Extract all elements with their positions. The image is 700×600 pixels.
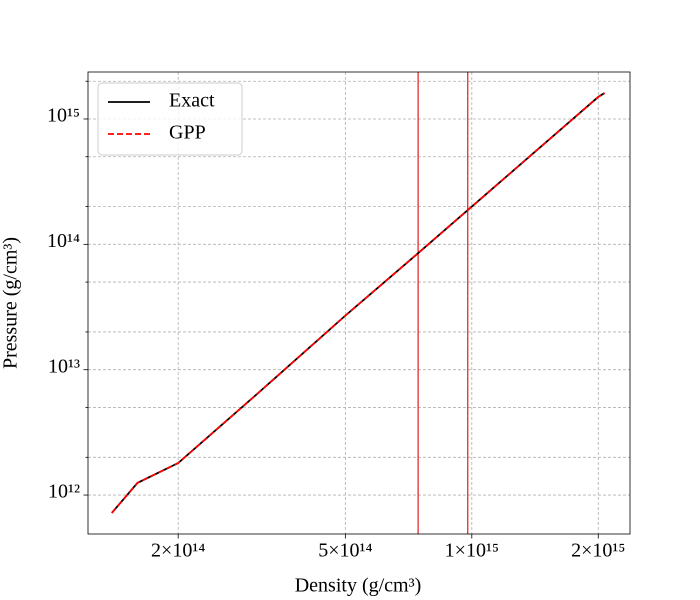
x-axis-label: Density (g/cm³) bbox=[295, 575, 422, 597]
legend-label: GPP bbox=[169, 122, 206, 144]
x-tick-label: 5×10¹⁴ bbox=[318, 540, 372, 562]
y-tick-label: 10¹⁴ bbox=[47, 230, 80, 252]
plot-frame bbox=[87, 71, 631, 535]
y-tick-label: 10¹³ bbox=[48, 355, 80, 377]
y-tick-label: 10¹⁵ bbox=[47, 105, 80, 127]
legend-box bbox=[97, 82, 243, 156]
series-line bbox=[111, 92, 606, 514]
y-tick-label: 10¹² bbox=[48, 481, 80, 503]
y-axis-label: Pressure (g/cm³) bbox=[0, 237, 22, 369]
x-tick-label: 1×10¹⁵ bbox=[445, 540, 499, 562]
x-tick-label: 2×10¹⁵ bbox=[571, 540, 625, 562]
x-tick-label: 2×10¹⁴ bbox=[151, 540, 205, 562]
legend-label: Exact bbox=[169, 90, 215, 112]
